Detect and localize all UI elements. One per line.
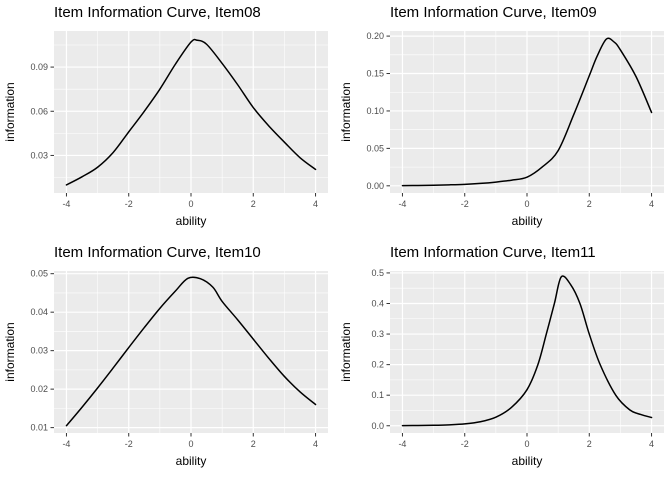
plot-title: Item Information Curve, Item08 bbox=[54, 4, 261, 21]
subplot-item10: -4 -2 0 2 4 0.01 0.02 0.03 0.04 0.05 Item Informa… bbox=[0, 240, 336, 480]
y-tick-label: 0.03 bbox=[30, 150, 48, 160]
plot-title: Item Information Curve, Item11 bbox=[390, 244, 596, 261]
subplot-item11: -4 -2 0 2 4 0.0 0.1 0.2 0.3 0.4 0.5 Item Informati… bbox=[336, 240, 672, 480]
y-tick-label: 0.4 bbox=[371, 298, 384, 308]
y-tick-label: 0.04 bbox=[30, 307, 48, 317]
panel-plot-area: -4 -2 0 2 4 0.0 0.1 0.2 0.3 0.4 0.5 bbox=[371, 268, 664, 449]
information-curve bbox=[65, 38, 317, 186]
x-tick-label: 4 bbox=[649, 199, 654, 209]
y-axis-label: information bbox=[339, 82, 353, 141]
x-tick-label: -2 bbox=[125, 199, 133, 209]
information-curve bbox=[65, 276, 317, 427]
y-tick-label: 0.01 bbox=[30, 423, 48, 433]
x-tick-label: -4 bbox=[398, 199, 406, 209]
y-axis-label: information bbox=[3, 322, 17, 381]
subplot-item09: -4 -2 0 2 4 0.00 0.05 0.10 0.15 0.20 Item Informa… bbox=[336, 0, 672, 240]
x-tick-label: -4 bbox=[62, 199, 70, 209]
y-tick-label: 0.02 bbox=[30, 384, 48, 394]
y-tick-label: 0.09 bbox=[30, 62, 48, 72]
y-tick-label: 0.10 bbox=[366, 106, 384, 116]
y-tick-label: 0.03 bbox=[30, 346, 48, 356]
x-tick-label: -2 bbox=[125, 439, 133, 449]
x-tick-label: -2 bbox=[461, 199, 469, 209]
subplot-item08: -4 -2 0 2 4 0.03 0.06 0.09 Item Information Cur… bbox=[0, 0, 336, 240]
plot-title: Item Information Curve, Item09 bbox=[390, 4, 597, 21]
y-tick-label: 0.20 bbox=[366, 31, 384, 41]
information-curve bbox=[401, 275, 653, 427]
plot-title: Item Information Curve, Item10 bbox=[54, 244, 261, 261]
x-tick-label: -2 bbox=[461, 439, 469, 449]
panel-item10: -4 -2 0 2 4 0.01 0.02 0.03 0.04 0.05 Item Informa… bbox=[3, 244, 328, 468]
x-axis-label: ability bbox=[176, 454, 207, 468]
panel-plot-area: -4 -2 0 2 4 0.01 0.02 0.03 0.04 0.05 bbox=[30, 269, 328, 449]
y-tick-label: 0.15 bbox=[366, 69, 384, 79]
y-tick-label: 0.1 bbox=[371, 390, 384, 400]
panel-plot-area: -4 -2 0 2 4 0.00 0.05 0.10 0.15 0.20 bbox=[366, 31, 664, 209]
x-tick-label: 0 bbox=[524, 199, 529, 209]
y-tick-label: 0.0 bbox=[371, 421, 384, 431]
information-curve bbox=[401, 37, 653, 187]
y-tick-label: 0.06 bbox=[30, 106, 48, 116]
y-tick-label: 0.2 bbox=[371, 360, 384, 370]
y-tick-label: 0.05 bbox=[366, 143, 384, 153]
x-tick-label: 2 bbox=[251, 199, 256, 209]
x-tick-label: -4 bbox=[398, 439, 406, 449]
y-tick-label: 0.3 bbox=[371, 329, 384, 339]
x-tick-label: 4 bbox=[649, 439, 654, 449]
x-tick-label: -4 bbox=[62, 439, 70, 449]
x-axis-label: ability bbox=[512, 214, 543, 228]
y-tick-label: 0.00 bbox=[366, 181, 384, 191]
x-axis-label: ability bbox=[176, 214, 207, 228]
x-tick-label: 0 bbox=[524, 439, 529, 449]
panel-item09: -4 -2 0 2 4 0.00 0.05 0.10 0.15 0.20 Item Informa… bbox=[339, 4, 664, 228]
y-tick-label: 0.05 bbox=[30, 269, 48, 279]
panel-item11: -4 -2 0 2 4 0.0 0.1 0.2 0.3 0.4 0.5 Item Informati… bbox=[339, 244, 664, 468]
x-tick-label: 2 bbox=[587, 199, 592, 209]
x-tick-label: 0 bbox=[188, 199, 193, 209]
x-tick-label: 0 bbox=[188, 439, 193, 449]
x-tick-label: 4 bbox=[313, 439, 318, 449]
y-axis-label: information bbox=[339, 322, 353, 381]
x-tick-label: 4 bbox=[313, 199, 318, 209]
panel-plot-area: -4 -2 0 2 4 0.03 0.06 0.09 bbox=[30, 31, 328, 209]
y-tick-label: 0.5 bbox=[371, 268, 384, 278]
x-tick-label: 2 bbox=[251, 439, 256, 449]
x-tick-label: 2 bbox=[587, 439, 592, 449]
y-axis-label: information bbox=[3, 82, 17, 141]
panel-item08: -4 -2 0 2 4 0.03 0.06 0.09 Item Information Cur… bbox=[3, 4, 328, 228]
x-axis-label: ability bbox=[512, 454, 543, 468]
